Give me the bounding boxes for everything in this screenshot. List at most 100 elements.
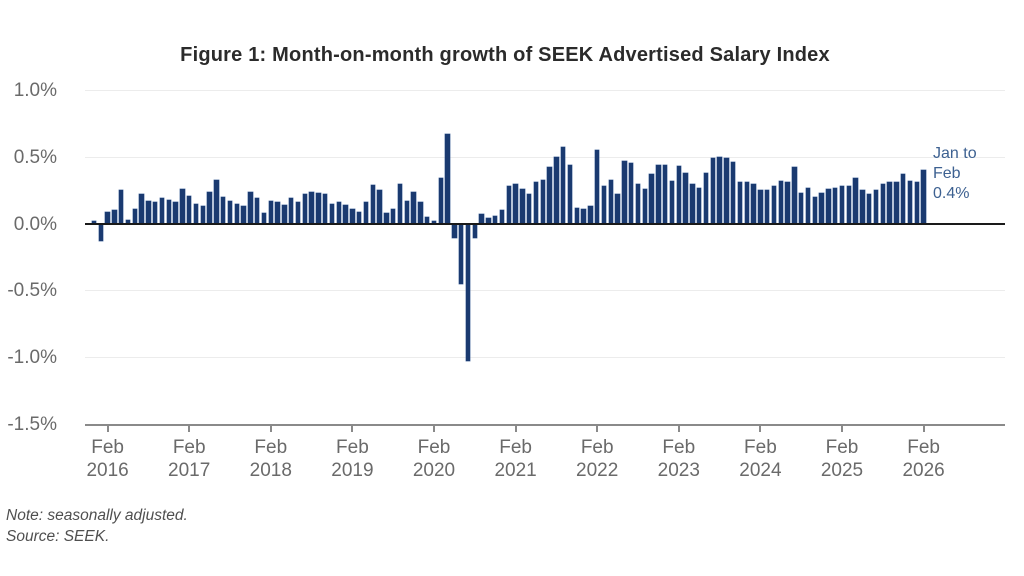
bar: [200, 206, 206, 224]
x-tick-label: Feb 2019: [331, 437, 374, 481]
gridline: [85, 357, 1005, 359]
bar: [601, 186, 607, 224]
bar: [792, 167, 797, 224]
bar: [166, 199, 172, 224]
x-tick-label: Feb 2018: [249, 437, 292, 481]
bar: [526, 194, 532, 224]
x-tick-label: Feb 2023: [657, 437, 700, 481]
bar: [798, 192, 804, 224]
bar: [758, 190, 763, 224]
bar: [662, 164, 668, 224]
bar: [656, 164, 661, 224]
x-tick-label: Feb 2020: [412, 437, 456, 481]
bar: [397, 183, 403, 224]
bar: [696, 187, 702, 224]
bar: [785, 182, 790, 224]
bar: [921, 170, 926, 224]
bar: [261, 212, 267, 224]
bar: [690, 183, 695, 224]
bar: [118, 190, 124, 224]
bar: [533, 182, 539, 224]
x-tick-mark: [514, 424, 517, 432]
bar: [241, 206, 246, 224]
x-tick-mark: [841, 424, 843, 432]
x-tick-mark: [269, 424, 272, 432]
bar: [105, 211, 110, 224]
bar: [826, 188, 831, 224]
bar: [411, 191, 416, 224]
bar: [227, 200, 233, 224]
annotation-line-3: 0.4%: [933, 185, 970, 202]
bar: [275, 202, 280, 224]
bar: [132, 208, 138, 224]
bar: [560, 147, 566, 224]
bar: [513, 183, 518, 224]
gridline: [85, 290, 1005, 292]
x-tick-label: Feb 2017: [168, 437, 211, 481]
bar: [710, 158, 716, 224]
bar: [615, 194, 620, 224]
bar: [730, 162, 736, 224]
bar: [717, 156, 722, 224]
x-tick-label: Feb 2022: [576, 437, 619, 481]
bar: [554, 156, 559, 224]
bar: [282, 204, 287, 224]
bar: [309, 191, 314, 224]
bar: [771, 186, 777, 224]
gridline: [85, 156, 1005, 158]
bar: [737, 182, 743, 224]
annotation-line-1: Jan to: [933, 145, 977, 162]
bar: [914, 182, 920, 224]
bar: [125, 219, 131, 224]
bar: [207, 191, 212, 224]
bar: [540, 179, 546, 224]
bar: [152, 202, 158, 224]
x-tick-label: Feb 2025: [820, 437, 864, 481]
bar: [268, 200, 274, 224]
footnotes: Note: seasonally adjusted. Source: SEEK.: [6, 505, 188, 547]
y-tick-label: -1.0%: [7, 347, 57, 369]
bar: [139, 194, 144, 224]
bar: [363, 202, 369, 224]
annotation-line-2: Feb: [933, 165, 961, 182]
bar: [547, 167, 552, 224]
y-tick-label: 1.0%: [13, 80, 57, 101]
bar: [186, 195, 192, 224]
y-tick-label: -1.5%: [7, 414, 57, 435]
bar: [112, 210, 117, 224]
bar: [832, 187, 838, 224]
bar: [812, 196, 818, 224]
bar: [703, 172, 709, 224]
bar: [887, 182, 892, 224]
bar: [819, 192, 824, 224]
bar: [295, 202, 301, 224]
x-tick-label: Feb 2021: [494, 437, 537, 481]
bar: [486, 218, 491, 224]
bar: [180, 188, 185, 224]
bar: [234, 203, 240, 224]
x-tick-mark: [922, 424, 925, 432]
bar: [336, 202, 342, 224]
bar: [683, 172, 688, 224]
x-tick-mark: [351, 424, 354, 432]
bar: [220, 196, 226, 224]
bar: [146, 200, 151, 224]
note-text: Note: seasonally adjusted.: [6, 507, 188, 524]
bar: [98, 223, 104, 241]
bar: [907, 180, 913, 224]
bar: [894, 182, 899, 224]
x-tick-mark: [759, 424, 762, 432]
bar: [805, 187, 811, 224]
bar: [724, 158, 729, 224]
bar: [343, 204, 348, 224]
bar: [744, 182, 750, 224]
bar: [322, 194, 328, 224]
bar: [860, 190, 865, 224]
bar: [377, 190, 382, 224]
chart-title: Figure 1: Month-on-month growth of SEEK …: [180, 44, 830, 66]
x-tick-mark: [188, 424, 191, 432]
bar: [588, 206, 593, 224]
bar: [499, 210, 505, 224]
bar: [173, 202, 178, 224]
x-axis-line: [85, 424, 1005, 426]
